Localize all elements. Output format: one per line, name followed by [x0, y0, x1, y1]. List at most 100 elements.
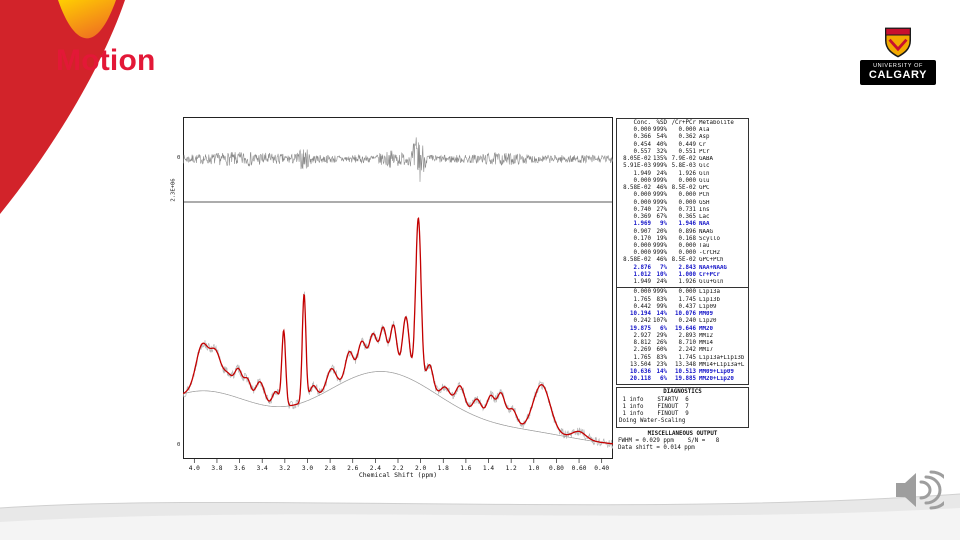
metabolite-row: 0.000 999% 0.000 Tau [633, 242, 710, 249]
metabolite-row: 19.875 6% 19.646 MM20 [630, 325, 713, 332]
baseline-trace [183, 371, 613, 445]
plot-border [183, 117, 613, 459]
x-tick-label: 1.0 [528, 465, 539, 471]
metabolite-row: 13.504 23% 13.348 MM14+Lip13a+L [630, 361, 745, 368]
diagnostics-lines: 1 info STARTV 6 1 info FINOUT 7 1 info F… [619, 397, 746, 426]
ucalgary-crest-icon [885, 27, 911, 58]
output-line: FWHM = 0.029 ppm S/N = 8 [618, 437, 720, 444]
x-axis-title: Chemical Shift (ppm) [358, 471, 438, 479]
metabolite-row: 0.000 999% 0.000 Lip13a [633, 289, 720, 296]
metabolite-row: 0.170 19% 0.168 Scyllo [633, 235, 720, 242]
x-tick-label: 2.4 [370, 465, 381, 471]
metabolite-row: 0.000 999% 0.000 PCh [633, 192, 710, 199]
miscellaneous-output-lines: FWHM = 0.029 ppm S/N = 8 Data shift = 0.0… [618, 438, 747, 452]
metabolite-row: 2.927 29% 2.893 MM12 [633, 332, 713, 339]
metabolite-row: 0.000 999% 0.000 Ala [633, 127, 710, 134]
metabolite-row: 1.969 9% 1.946 NAA [633, 221, 710, 228]
output-line: 1 info FINOUT 9 [619, 411, 689, 418]
metabolite-rows-lipids: 0.000 999% 0.000 Lip13a 1.765 83% 1.745 Lip13b 0… [619, 289, 746, 383]
metabolite-row: 0.454 40% 0.449 Cr [633, 141, 706, 148]
logo-calgary-text: CALGARY [868, 69, 928, 81]
metabolite-row: 1.949 24% 1.926 Gln [633, 170, 710, 177]
x-tick-label: 0.40 [594, 465, 609, 471]
x-tick-label: 3.4 [257, 465, 268, 471]
miscellaneous-output-title: MISCELLANEOUS OUTPUT [647, 430, 718, 437]
fit-trace [183, 216, 613, 445]
x-tick-label: 1.2 [506, 465, 517, 471]
x-tick-label: 4.0 [189, 465, 200, 471]
metabolite-row: 0.242 107% 0.240 Lip20 [633, 318, 717, 325]
x-tick-label: 2.8 [325, 465, 336, 471]
bottom-decorative-band [0, 493, 960, 540]
output-line: Doing Water-Scaling [619, 418, 686, 425]
metabolite-row: 0.000 999% 0.000 Glu [633, 177, 710, 184]
metabolite-row: 2.269 60% 2.242 MM17 [633, 347, 713, 354]
lcmodel-output-column: Conc. %SD/Cr+PCr Metabolite 0.000 999% 0.000… [616, 118, 749, 452]
logo-university-of-text: UNIVERSITY OF [873, 63, 923, 69]
metabolite-row: 1.765 83% 1.745 Lip13b [633, 296, 720, 303]
table-section-divider [617, 287, 748, 289]
metabolite-row: 2.876 7% 2.843 NAA+NAAG [633, 264, 727, 271]
sound-wave-2-icon [924, 475, 942, 505]
top-left-brand-swoosh [0, 0, 125, 214]
metabolite-rows-primary: 0.000 999% 0.000 Ala 0.366 54% 0.362 Asp 0.454 40… [619, 127, 746, 286]
metabolite-row: 20.118 6% 19.885 MM20+Lip20 [630, 376, 734, 383]
x-tick-label: 3.8 [211, 465, 222, 471]
metabolite-row: 8.58E-02 46% 8.5E-02 GPC+PCh [623, 257, 724, 264]
metabolite-row: 0.369 67% 0.365 Lac [633, 214, 710, 221]
metabolite-row: 10.194 14% 10.076 MM09 [630, 311, 713, 318]
diagnostics-box: DIAGNOSTICS 1 info STARTV 6 1 info FINOU… [616, 387, 749, 428]
ucalgary-logo: UNIVERSITY OF CALGARY [860, 26, 936, 85]
x-axis-ticks: 4.0 3.8 3.6 3.4 3.2 3.0 2.8 2.6 2.4 2.2 2.0 1.8 1.6 1… [189, 459, 609, 471]
metabolite-row: 8.05E-02 135% 7.9E-02 GABA [623, 156, 713, 163]
metabolite-row: 0.740 27% 0.731 Ins [633, 206, 710, 213]
spectrum-plot-canvas: 4.0 3.8 3.6 3.4 3.2 3.0 2.8 2.6 2.4 2.2 2.0 1.8 1.6 1… [183, 117, 613, 471]
metabolite-row: 0.557 32% 0.551 PCr [633, 148, 710, 155]
metabolite-row: 1.012 10% 1.000 Cr+PCr [633, 271, 720, 278]
x-tick-label: 1.8 [438, 465, 449, 471]
metabolite-row: 0.000 999% 0.000 -CrCH2 [633, 250, 720, 257]
lcmodel-figure: 2.3E+06 0 0 4.0 3.8 3.6 3.4 3.2 3.0 2.8 2.6 2.4 2… [171, 117, 753, 492]
slide-title: Motion [56, 44, 156, 77]
y-axis-scale-label: 2.3E+06 [170, 178, 177, 202]
metabolite-row: 10.636 14% 10.513 MM09+Lip09 [630, 368, 734, 375]
audio-speaker-icon[interactable] [890, 466, 952, 514]
metabolite-row: 1.949 24% 1.926 Glu+Gln [633, 279, 724, 286]
band-edge-line [0, 493, 960, 509]
speaker-body-icon [896, 473, 916, 507]
spectrum-zero-tick-label: 0 [177, 442, 181, 448]
raw-data-trace [183, 220, 613, 449]
x-tick-label: 3.2 [279, 465, 290, 471]
yellow-swoosh-accent [58, 0, 116, 39]
x-tick-label: 1.6 [460, 465, 471, 471]
residual-zero-tick-label: 0 [177, 155, 181, 161]
table-header-row: Conc. %SD/Cr+PCr Metabolite [633, 120, 734, 126]
metabolite-row: 0.442 99% 0.437 Lip09 [633, 303, 717, 310]
spectrum-plot-panel: 2.3E+06 0 0 4.0 3.8 3.6 3.4 3.2 3.0 2.8 2.6 2.4 2… [171, 117, 613, 479]
red-swoosh-shape [0, 0, 125, 214]
metabolite-row: 1.765 83% 1.745 Lip13a+Lip13b [633, 354, 745, 361]
metabolite-row: 0.907 20% 0.896 NAAG [633, 228, 713, 235]
x-tick-label: 2.2 [392, 465, 403, 471]
x-tick-label: 2.0 [415, 465, 426, 471]
output-line: Data shift = 0.014 ppm [618, 445, 695, 452]
miscellaneous-output: MISCELLANEOUS OUTPUT FWHM = 0.029 ppm S/… [616, 431, 749, 453]
metabolite-row: 8.812 26% 8.710 MM14 [633, 340, 713, 347]
metabolite-row: 5.91E-03 999% 5.8E-03 Glc [623, 163, 710, 170]
light-band-shape [0, 508, 960, 540]
x-tick-label: 0.80 [549, 465, 564, 471]
sound-wave-1-icon [919, 480, 932, 500]
x-tick-label: 3.6 [234, 465, 245, 471]
diagnostics-title: DIAGNOSTICS [663, 389, 702, 396]
x-tick-label: 2.6 [347, 465, 358, 471]
output-line: 1 info FINOUT 7 [619, 403, 689, 410]
logo-wordmark: UNIVERSITY OF CALGARY [860, 60, 936, 85]
x-tick-label: 3.0 [302, 465, 313, 471]
metabolite-row: 0.366 54% 0.362 Asp [633, 134, 710, 141]
residual-trace [183, 137, 613, 182]
metabolite-row: 0.000 999% 0.000 GSH [633, 199, 710, 206]
x-tick-label: 1.4 [483, 465, 494, 471]
metabolite-table: Conc. %SD/Cr+PCr Metabolite 0.000 999% 0.000… [616, 118, 749, 386]
x-tick-label: 0.60 [572, 465, 587, 471]
